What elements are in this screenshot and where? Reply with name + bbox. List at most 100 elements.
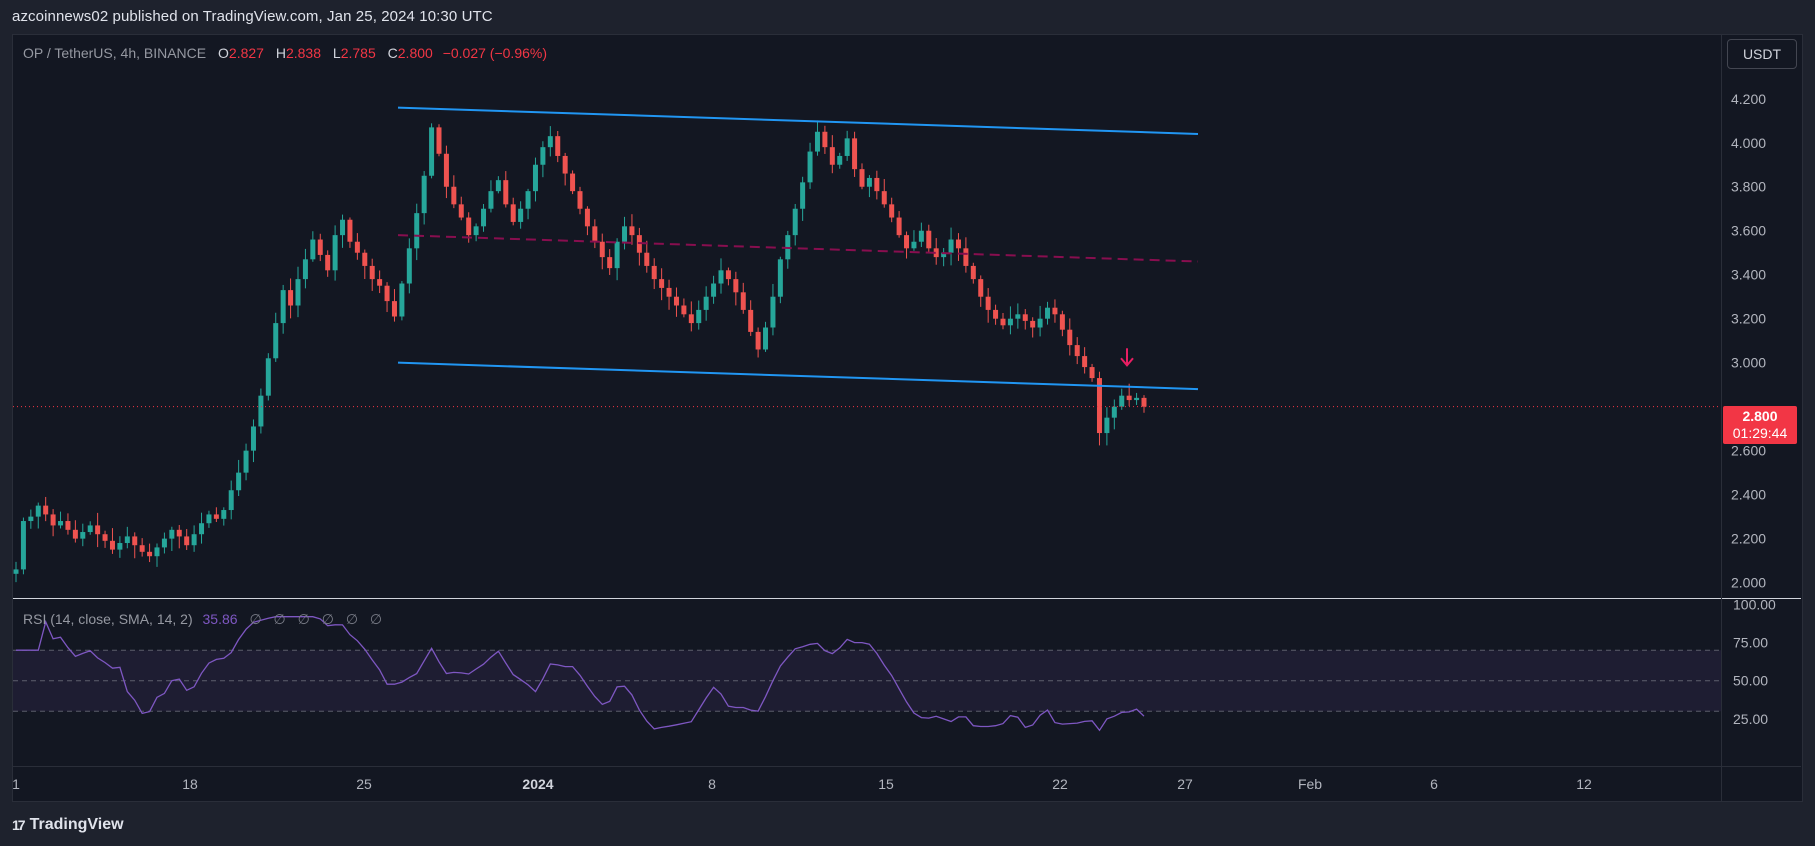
candle-body: [993, 309, 999, 319]
candle-body: [881, 191, 887, 205]
rsi-axis[interactable]: 100.00 75.00 50.00 25.00: [1733, 596, 1776, 726]
candle-body: [896, 217, 902, 236]
candle-body: [228, 490, 234, 511]
candle-body: [889, 204, 895, 218]
channel-upper-line: [397, 106, 1199, 135]
candle-body: [473, 226, 479, 236]
candle-body: [421, 175, 427, 214]
candle-body: [488, 191, 494, 209]
candle-body: [495, 180, 501, 192]
candle-body: [124, 536, 130, 544]
candle-body: [117, 543, 123, 550]
rsi-na-4: ∅: [345, 611, 359, 627]
candle-body: [191, 534, 197, 546]
candle-body: [1119, 395, 1125, 407]
rsi-na-0: ∅: [249, 611, 262, 627]
rsi-tick-label: 50.00: [1733, 673, 1768, 689]
candle-body: [206, 514, 212, 524]
candle-body: [1074, 345, 1080, 357]
price-tick-label: 4.000: [1731, 135, 1766, 151]
candle-body: [570, 173, 576, 192]
currency-button[interactable]: USDT: [1727, 39, 1797, 69]
candle-body: [874, 177, 880, 192]
candle-body: [1067, 329, 1073, 346]
candle-body: [354, 241, 360, 253]
candle-body: [1000, 318, 1006, 326]
candle-body: [288, 290, 294, 306]
time-tick-label: 25: [356, 776, 372, 792]
candle-body: [258, 395, 264, 427]
candle-body: [406, 248, 412, 284]
tradingview-logo[interactable]: 17 TradingView: [12, 814, 124, 836]
candle-body: [978, 279, 984, 297]
candle-body: [859, 169, 865, 187]
candle-body: [1045, 307, 1051, 319]
candle-body: [43, 505, 49, 515]
candle-body: [711, 283, 717, 297]
candle-body: [1089, 367, 1095, 379]
candle-body: [1141, 397, 1147, 407]
candle-body: [265, 358, 271, 396]
candle-body: [154, 547, 160, 557]
drawings-layer[interactable]: [397, 106, 1199, 391]
low-value: 2.785: [340, 45, 376, 61]
candle-body: [970, 265, 976, 280]
candle-body: [904, 235, 910, 249]
last-price-tag: 2.800 01:29:44: [1723, 406, 1797, 444]
candle-body: [740, 292, 746, 310]
rsi-background-band: [13, 649, 1721, 712]
candle-body: [13, 569, 19, 574]
candle-body: [184, 536, 190, 546]
symbol-name[interactable]: OP / TetherUS, 4h, BINANCE: [23, 45, 207, 61]
candle-body: [607, 257, 613, 269]
high-value: 2.838: [285, 45, 322, 61]
rsi-na-1: ∅: [273, 611, 286, 627]
candle-body: [525, 191, 531, 209]
candle-body: [466, 217, 472, 236]
candle-body: [614, 241, 620, 269]
channel-mid-line: [397, 234, 1199, 263]
candle-body: [822, 131, 828, 148]
candle-body: [941, 252, 947, 258]
candle-body: [547, 136, 553, 148]
candle-body: [250, 426, 256, 451]
candle-body: [733, 279, 739, 293]
candle-body: [72, 529, 78, 539]
candle-body: [725, 270, 731, 280]
candle-body: [777, 259, 783, 297]
price-tick-label: 3.400: [1731, 267, 1766, 283]
candle-body: [362, 252, 368, 266]
candle-body: [955, 239, 961, 249]
rsi-legend[interactable]: RSI (14, close, SMA, 14, 2) 35.86 ∅ ∅ ∅ …: [23, 611, 382, 628]
time-axis[interactable]: 1 18 25 2024 8 15 22 27 Feb 6 12: [12, 776, 1592, 792]
candle-body: [688, 314, 694, 324]
candle-body: [399, 283, 405, 317]
candle-body: [325, 254, 331, 271]
candle-body: [540, 147, 546, 165]
price-axis[interactable]: 4.4004.2004.0003.8003.6003.4003.2003.000…: [1731, 47, 1766, 591]
rsi-tick-label: 25.00: [1733, 711, 1768, 727]
candle-body: [1037, 318, 1043, 328]
rsi-na-2: ∅: [297, 611, 310, 627]
candle-body: [1022, 314, 1028, 321]
price-tick-label: 3.200: [1731, 311, 1766, 327]
candle-body: [748, 309, 754, 332]
candle-body: [1007, 318, 1013, 326]
price-tick-label: 2.400: [1731, 487, 1766, 503]
candle-body: [414, 213, 420, 249]
candle-body: [391, 301, 397, 317]
time-tick-label: 6: [1430, 776, 1438, 792]
candle-body: [933, 248, 939, 258]
rsi-line-series: [16, 616, 1145, 732]
candle-body: [703, 296, 709, 310]
candle-body: [592, 226, 598, 242]
candle-body: [310, 239, 316, 260]
rsi-line: [16, 616, 1145, 732]
change-value: −0.027 (−0.96%): [442, 45, 547, 61]
symbol-legend[interactable]: OP / TetherUS, 4h, BINANCE O2.827 H2.838…: [23, 45, 547, 61]
candle-body: [918, 230, 924, 242]
candle-body: [213, 514, 219, 519]
rsi-label[interactable]: RSI (14, close, SMA, 14, 2): [23, 611, 193, 627]
candle-body: [1134, 397, 1140, 401]
